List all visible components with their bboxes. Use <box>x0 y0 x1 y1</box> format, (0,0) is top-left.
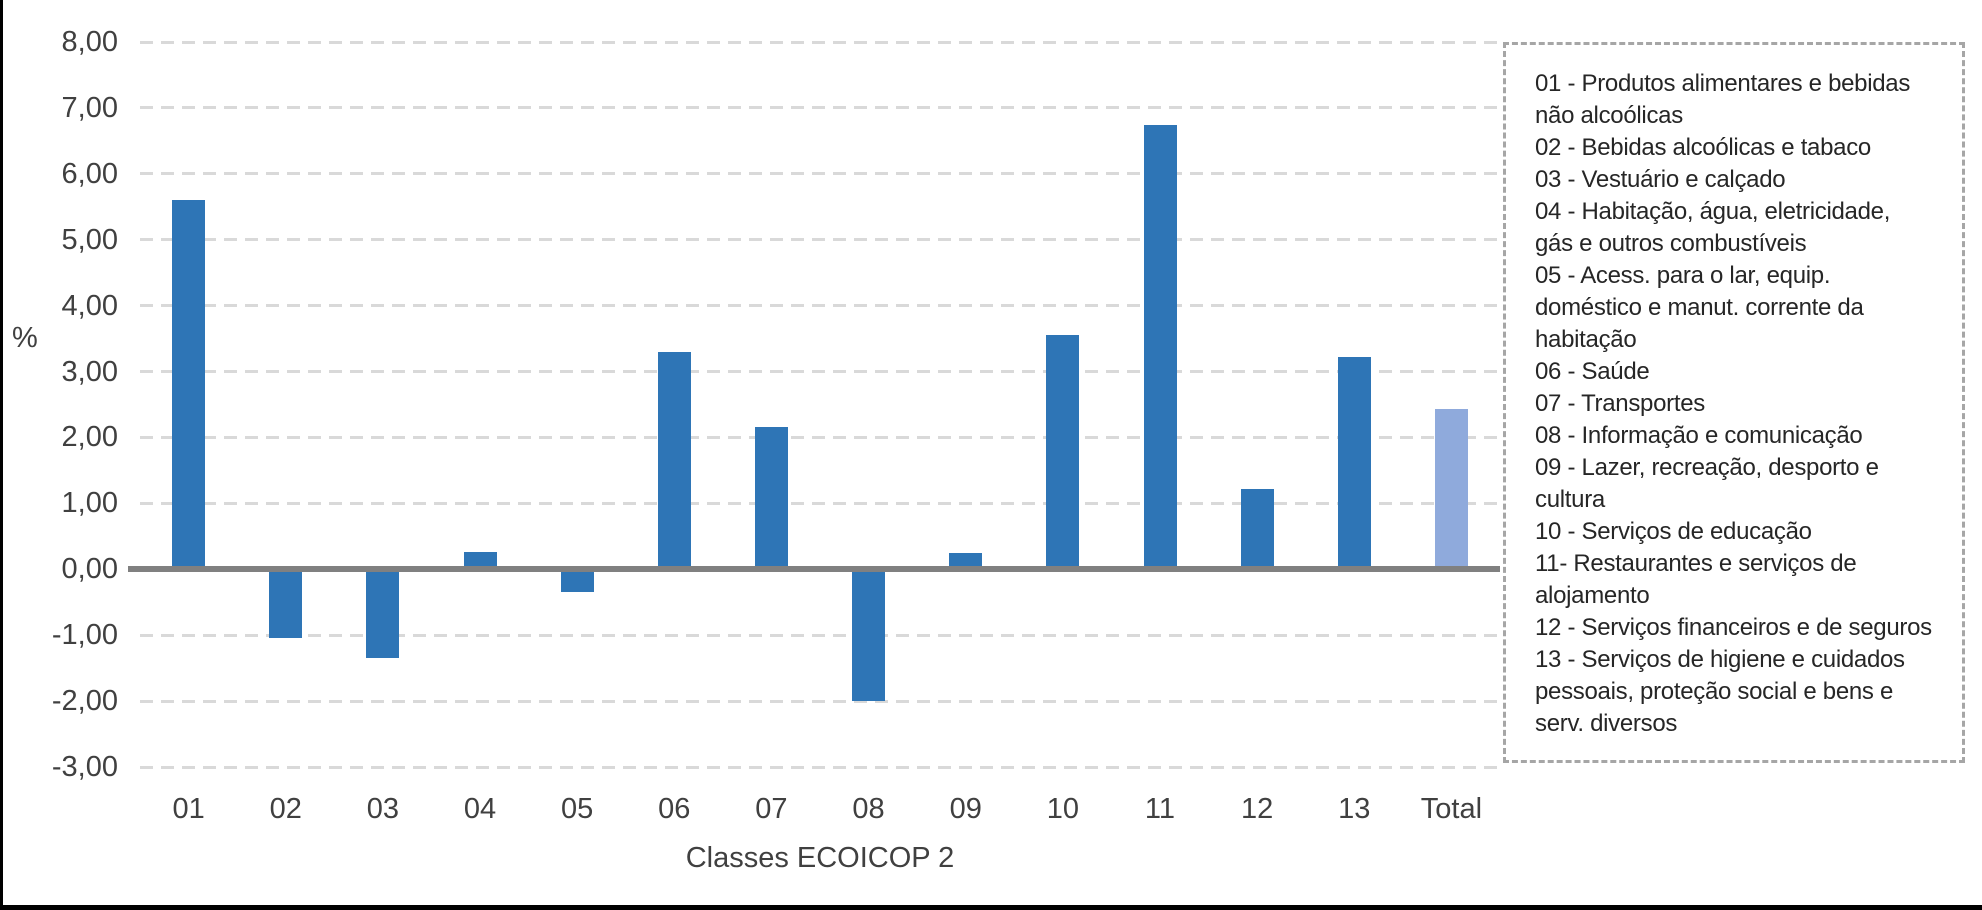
y-axis-title: % <box>12 322 38 354</box>
x-axis-zero-line <box>128 566 1500 573</box>
legend-item-2: 02 - Bebidas alcoólicas e tabaco <box>1535 134 1871 161</box>
legend-item-1: 01 - Produtos alimentares e bebidas não … <box>1535 70 1911 129</box>
gridline <box>140 699 1500 703</box>
legend-item-6: 06 - Saúde <box>1535 358 1650 385</box>
legend-item-5: 05 - Acess. para o lar, equip. doméstico… <box>1535 262 1864 353</box>
legend-item-13: 13 - Serviços de higiene e cuidados pess… <box>1535 646 1905 737</box>
gridline <box>140 370 1500 374</box>
bar-08 <box>852 569 886 702</box>
x-axis-label-06: 06 <box>658 793 691 825</box>
x-axis-label-01: 01 <box>172 793 205 825</box>
bar-10 <box>1046 335 1080 570</box>
x-axis-label-09: 09 <box>949 793 982 825</box>
bar-07 <box>754 426 788 570</box>
bar-12 <box>1240 488 1274 570</box>
gridline <box>140 501 1500 505</box>
y-tick-label: 7,00 <box>61 91 118 124</box>
bar-11 <box>1143 125 1177 570</box>
legend-item-10: 10 - Serviços de educação <box>1535 518 1812 545</box>
bar-05 <box>560 569 594 592</box>
y-axis-ticks: 8,00 7,00 6,00 5,00 4,00 3,00 2,00 1,00 0,00 -1,0… <box>0 0 118 910</box>
gridline <box>140 304 1500 308</box>
x-axis-label-05: 05 <box>561 793 594 825</box>
x-axis-label-12: 12 <box>1240 793 1274 825</box>
page-left-border <box>0 0 3 910</box>
x-axis-label-11: 11 <box>1144 793 1176 825</box>
x-axis-label-13: 13 <box>1338 793 1371 825</box>
y-tick-label: -3,00 <box>51 751 118 783</box>
y-tick-label: 1,00 <box>61 487 118 520</box>
y-tick-label: 3,00 <box>61 355 118 388</box>
x-axis-label-10: 10 <box>1046 793 1079 825</box>
bar-03 <box>366 569 400 659</box>
legend-item-12: 12 - Serviços financeiros e de seguros <box>1535 614 1932 641</box>
x-axis-label-02: 02 <box>269 793 302 825</box>
legend-box: 01 - Produtos alimentares e bebidas não … <box>1503 42 1965 763</box>
legend-item-4: 04 - Habitação, água, eletricidade, gás … <box>1535 198 1891 257</box>
bar-02 <box>269 569 303 639</box>
bar-04 <box>463 552 497 570</box>
gridline <box>140 435 1500 439</box>
legend-item-8: 08 - Informação e comunicação <box>1535 422 1863 449</box>
x-axis-label-08: 08 <box>852 793 885 825</box>
page-bottom-border <box>0 905 1982 910</box>
bar-13 <box>1337 357 1371 570</box>
x-axis-label-total: Total <box>1420 793 1483 825</box>
gridline <box>140 40 1500 44</box>
gridline <box>140 172 1500 176</box>
x-axis-label-07: 07 <box>755 793 788 825</box>
y-tick-label: 6,00 <box>61 157 118 190</box>
x-axis-labels: 01 02 03 04 05 06 07 08 09 10 11 12 13 Total <box>140 792 1500 826</box>
x-axis-title: Classes ECOICOP 2 <box>685 842 955 874</box>
legend-item-7: 07 - Transportes <box>1535 390 1705 417</box>
legend-item-11: 11- Restaurantes e serviços de alojament… <box>1535 550 1857 609</box>
x-axis-label-04: 04 <box>463 793 497 825</box>
y-tick-label: 4,00 <box>61 289 118 322</box>
legend-item-3: 03 - Vestuário e calçado <box>1535 166 1786 193</box>
gridline <box>140 765 1500 769</box>
y-tick-label: 0,00 <box>61 553 118 586</box>
y-tick-label: -2,00 <box>51 685 118 718</box>
x-axis-label-03: 03 <box>366 793 399 825</box>
gridline <box>140 633 1500 637</box>
legend-item-9: 09 - Lazer, recreação, desporto e cultur… <box>1535 454 1879 513</box>
y-tick-label: 5,00 <box>61 223 118 256</box>
plot-area <box>128 40 1500 770</box>
y-tick-label: 2,00 <box>61 421 118 454</box>
bar-06 <box>657 351 691 570</box>
y-tick-label: -1,00 <box>51 619 118 652</box>
y-tick-label: 8,00 <box>61 26 118 58</box>
gridline <box>140 238 1500 242</box>
bar-09 <box>949 553 983 570</box>
bar-total <box>1434 409 1468 570</box>
bar-01 <box>172 200 206 570</box>
gridline <box>140 106 1500 110</box>
